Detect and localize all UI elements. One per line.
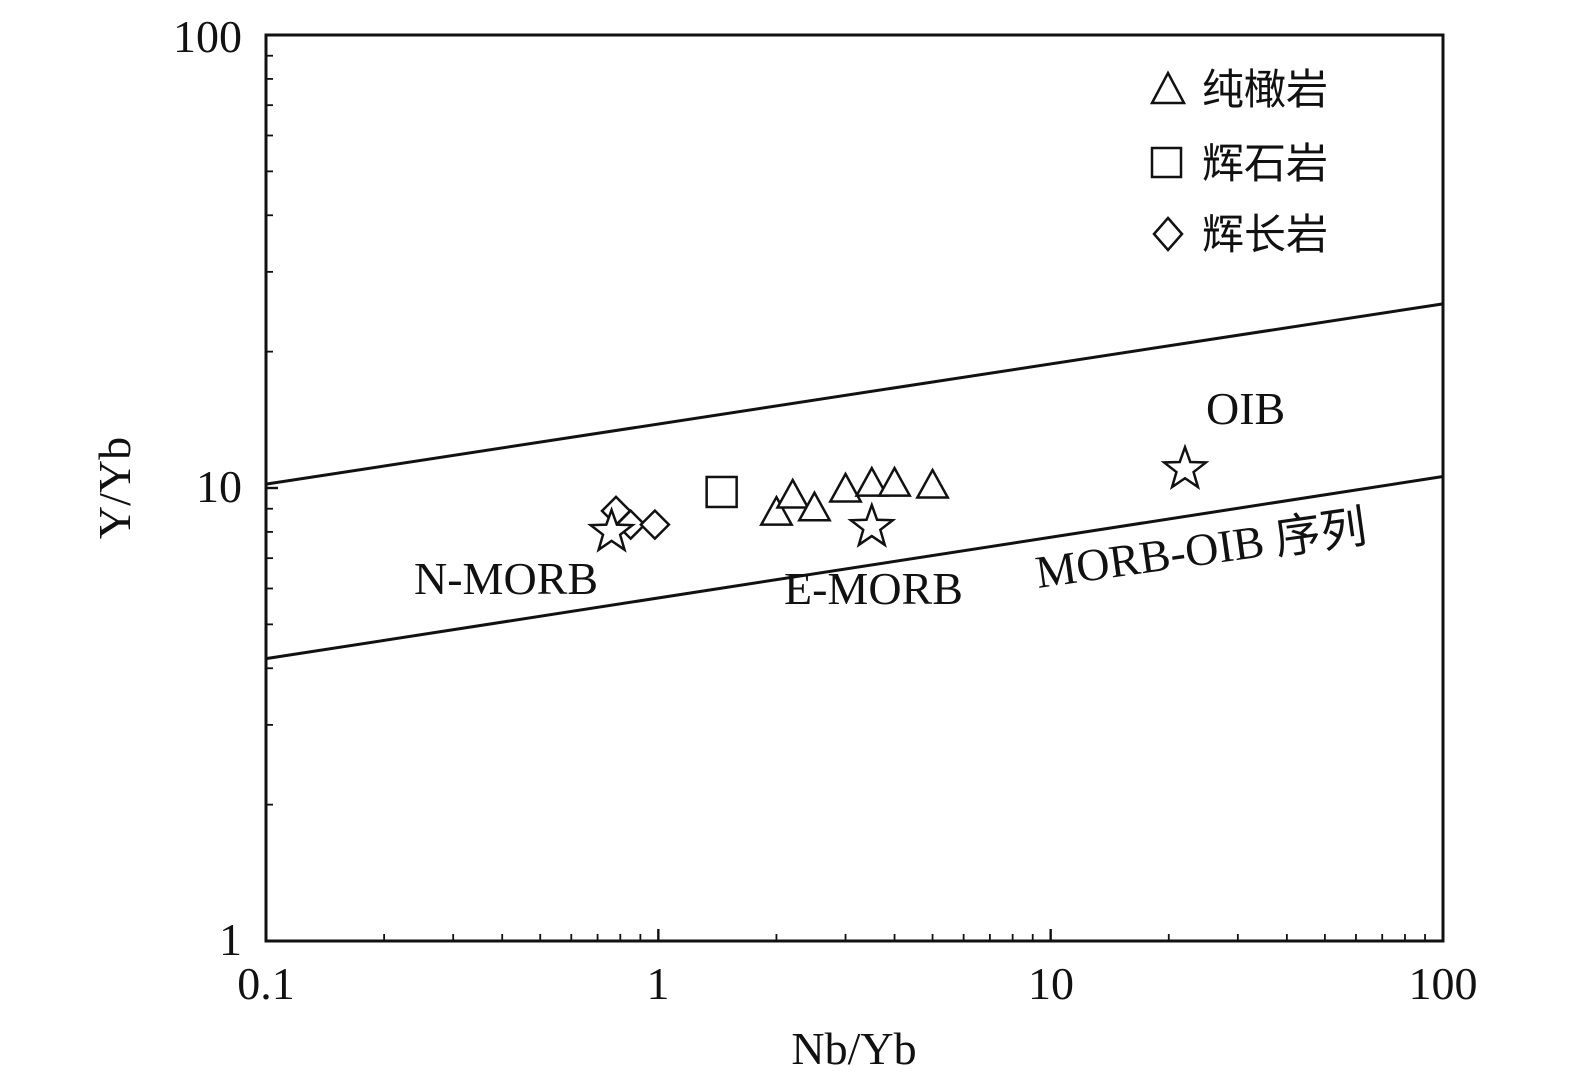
legend-item-gabbro: 辉长岩 <box>1152 210 1328 259</box>
y-axis-title: Y/Yb <box>89 437 140 539</box>
dunite-point <box>797 490 832 522</box>
dunite-point <box>759 494 794 526</box>
reference-star-n-morb <box>587 506 637 553</box>
lower-boundary-line <box>265 475 1444 661</box>
dunite-point <box>877 465 912 497</box>
diamond-marker-icon <box>1152 216 1184 252</box>
x-tick-label-1: 1 <box>647 958 670 1009</box>
triangle-marker-icon <box>1149 70 1187 105</box>
boundary-lines <box>265 302 1444 661</box>
legend-item-dunite: 纯橄岩 <box>1149 65 1328 114</box>
plot-points <box>600 465 950 541</box>
x-tick-label-100: 100 <box>1409 958 1478 1009</box>
y-tick-label-100: 100 <box>173 11 242 62</box>
y-tick-label-10: 10 <box>196 461 242 512</box>
x-axis-title: Nb/Yb <box>791 1023 916 1074</box>
pyroxenite-point <box>705 475 738 509</box>
legend: 纯橄岩 辉石岩 辉长岩 <box>1149 65 1328 259</box>
x-tick-label-10: 10 <box>1028 958 1074 1009</box>
dunite-point <box>775 477 810 509</box>
gabbro-point <box>639 508 671 541</box>
plot-frame <box>264 33 1445 943</box>
annotation-n-morb: N-MORB <box>414 553 598 604</box>
dunite-point <box>915 467 950 499</box>
y-tick-label-1: 1 <box>219 914 242 965</box>
legend-label-gabbro: 辉长岩 <box>1202 210 1328 259</box>
upper-boundary-line <box>265 302 1444 486</box>
reference-star-oib <box>1160 443 1210 491</box>
legend-item-pyroxenite: 辉石岩 <box>1150 139 1328 188</box>
annotation-oib: OIB <box>1206 383 1285 434</box>
dunite-point <box>828 471 863 503</box>
reference-points <box>587 443 1210 553</box>
dunite-point <box>854 465 890 497</box>
reference-star-e-morb <box>847 501 897 548</box>
square-marker-icon <box>1150 146 1183 179</box>
x-tick-label-0.1: 0.1 <box>237 958 295 1009</box>
legend-label-pyroxenite: 辉石岩 <box>1202 139 1328 188</box>
legend-label-dunite: 纯橄岩 <box>1202 65 1328 114</box>
annotation-e-morb: E-MORB <box>784 563 963 614</box>
